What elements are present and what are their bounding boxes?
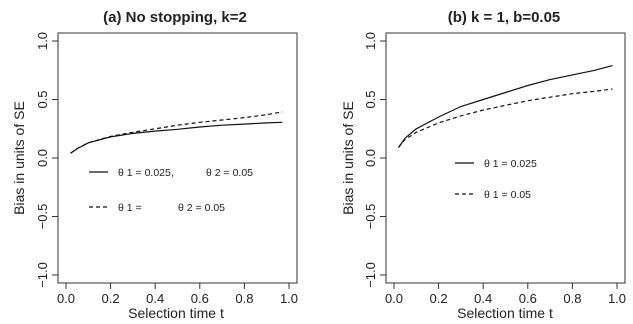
y-tick-label: 0.0 xyxy=(35,149,50,167)
panel-a-legend-label-2b: θ 2 = 0.05 xyxy=(178,202,225,214)
panel-a-legend-label-1a: θ 1 = 0.025, xyxy=(118,167,174,179)
x-tick-label: 0.6 xyxy=(191,291,209,306)
panel-b-legend-label-2: θ 1 = 0.05 xyxy=(484,189,531,201)
x-tick-label: 0.8 xyxy=(563,291,581,306)
panel-a-title: (a) No stopping, k=2 xyxy=(103,9,247,26)
x-tick-label: 0.4 xyxy=(474,291,492,306)
panel-b-x-ticks: 0.0 0.2 0.4 0.6 0.8 1.0 xyxy=(385,283,626,306)
panel-a-y-axis-label: Bias in units of SE xyxy=(11,101,27,215)
x-tick-label: 0.0 xyxy=(385,291,403,306)
x-tick-label: 0.0 xyxy=(57,291,75,306)
panel-a-x-axis-label: Selection time t xyxy=(128,305,224,321)
panel-b-legend-label-1: θ 1 = 0.025 xyxy=(484,158,537,170)
y-tick-label: −1.0 xyxy=(363,262,378,288)
y-tick-label: 1.0 xyxy=(363,32,378,50)
panel-a-legend: θ 1 = 0.025, θ 2 = 0.05 θ 1 = θ 2 = 0.05 xyxy=(89,167,253,214)
panel-b-legend: θ 1 = 0.025 θ 1 = 0.05 xyxy=(455,158,537,201)
panel-b-x-axis-label: Selection time t xyxy=(457,305,553,321)
panel-b: (b) k = 1, b=0.05 Selection time t Bias … xyxy=(340,9,626,321)
x-tick-label: 0.2 xyxy=(430,291,448,306)
panel-a-y-ticks: −1.0 −0.5 0.0 0.5 1.0 xyxy=(35,32,58,288)
y-tick-label: −0.5 xyxy=(35,204,50,230)
panel-b-title: (b) k = 1, b=0.05 xyxy=(448,9,561,26)
panel-b-series-2-line xyxy=(398,88,613,148)
panel-a-x-ticks: 0.0 0.2 0.4 0.6 0.8 1.0 xyxy=(57,283,298,306)
x-tick-label: 0.8 xyxy=(235,291,253,306)
panel-b-y-axis-label: Bias in units of SE xyxy=(340,101,356,215)
panel-b-series-1-line xyxy=(398,65,613,148)
panel-a-plot-frame xyxy=(57,32,298,284)
panel-a-series-2-line xyxy=(70,111,283,154)
x-tick-label: 1.0 xyxy=(280,291,298,306)
y-tick-label: 0.0 xyxy=(363,149,378,167)
panel-a: (a) No stopping, k=2 Selection time t Bi… xyxy=(11,9,298,321)
y-tick-label: 1.0 xyxy=(35,32,50,50)
x-tick-label: 1.0 xyxy=(608,291,626,306)
x-tick-label: 0.4 xyxy=(146,291,164,306)
panel-a-legend-label-2a: θ 1 = xyxy=(118,202,142,214)
y-tick-label: 0.5 xyxy=(35,90,50,108)
y-tick-label: 0.5 xyxy=(363,90,378,108)
x-tick-label: 0.6 xyxy=(519,291,537,306)
y-tick-label: −1.0 xyxy=(35,262,50,288)
x-tick-label: 0.2 xyxy=(102,291,120,306)
panel-a-legend-label-1b: θ 2 = 0.05 xyxy=(206,167,253,179)
panel-b-y-ticks: −1.0 −0.5 0.0 0.5 1.0 xyxy=(363,32,386,288)
y-tick-label: −0.5 xyxy=(363,204,378,230)
panel-a-series-1-line xyxy=(70,121,283,154)
